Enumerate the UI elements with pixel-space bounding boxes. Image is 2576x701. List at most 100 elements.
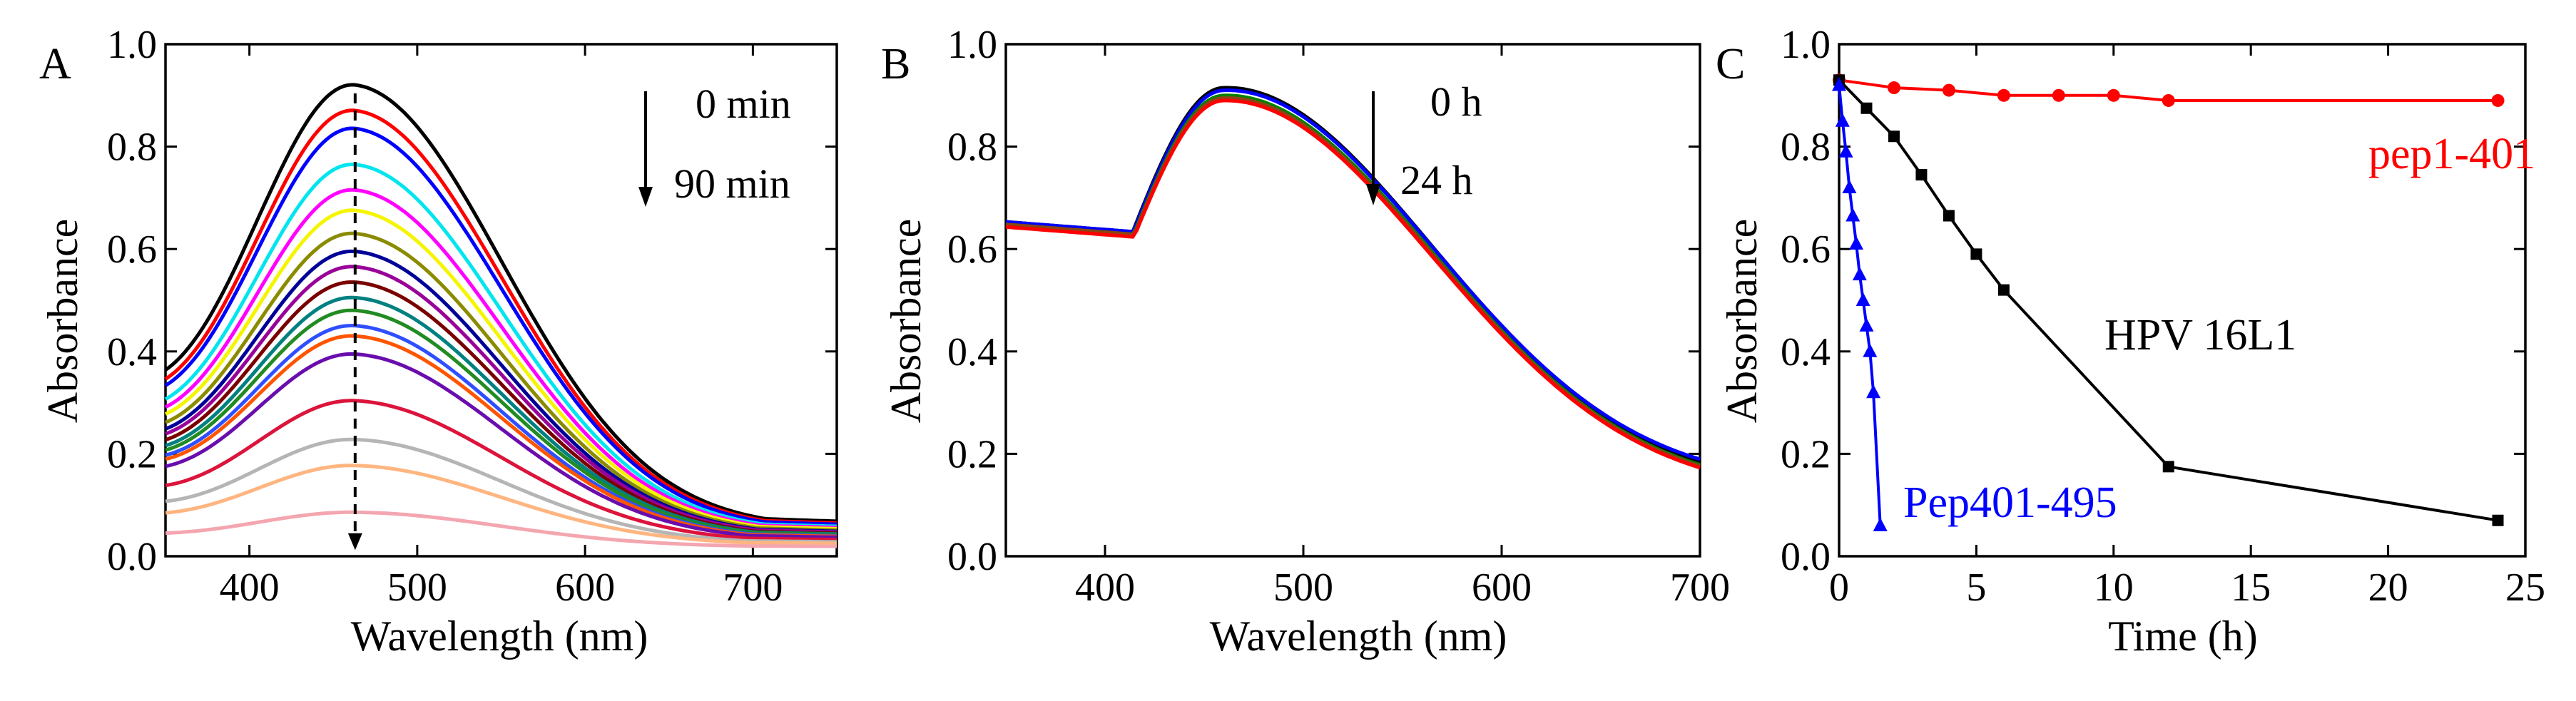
marker-triangle (1842, 180, 1857, 194)
spectrum-line-14 (165, 352, 838, 539)
y-tick-label: 0.6 (107, 227, 157, 272)
panel-c-xlabel: Time (h) (2108, 613, 2257, 660)
marker-triangle (1873, 517, 1888, 531)
marker-circle (2107, 88, 2120, 102)
marker-circle (2162, 93, 2175, 107)
spectrum-line-1 (1005, 88, 1701, 461)
spectrum-line-4 (164, 188, 838, 530)
panel-a-annot-end: 90 min (674, 160, 790, 207)
peak-arrowhead (347, 533, 362, 551)
series-line-0 (1838, 78, 2498, 102)
y-tick-label: 0.6 (947, 227, 997, 272)
y-tick-label: 0.8 (1781, 126, 1831, 170)
series-label-0: pep1-401 (2368, 130, 2535, 178)
x-tick-label: 700 (1670, 566, 1730, 610)
plot-frame (1004, 43, 1701, 558)
marker-circle (1997, 88, 2010, 102)
y-tick-label: 0.2 (1781, 432, 1831, 476)
marker-circle (2052, 88, 2065, 102)
spectrum-line-0 (1005, 86, 1701, 464)
panel-b-annot-end: 24 h (1400, 157, 1473, 203)
panel-b-letter: B (881, 40, 910, 88)
spectrum-line-2 (164, 126, 838, 526)
marker-square (1860, 102, 1873, 114)
spectrum-line-0 (164, 83, 838, 523)
spectrum-line-4 (1005, 98, 1701, 470)
marker-triangle (1835, 113, 1850, 127)
x-tick-label: 600 (555, 566, 615, 610)
marker-triangle (1863, 343, 1878, 357)
marker-triangle (1838, 143, 1853, 158)
x-tick-label: 500 (1273, 566, 1333, 610)
x-tick-label: 400 (1075, 566, 1135, 610)
x-tick-label: 0 (1829, 566, 1849, 610)
marker-triangle (1855, 292, 1870, 306)
x-tick-label: 20 (2368, 566, 2408, 610)
y-tick-label: 0.4 (107, 330, 157, 374)
series-label-2: Pep401-495 (1903, 479, 2117, 527)
panel-b-xlabel: Wavelength (nm) (1210, 613, 1507, 660)
panel-c-ylabel: Absorbance (1719, 219, 1766, 424)
spectrum-line-18 (165, 510, 837, 548)
x-tick-label: 5 (1966, 566, 1986, 610)
marker-triangle (1832, 77, 1846, 91)
marker-square (1997, 284, 2010, 296)
panel-b: B Absorbance Wavelength (nm) 0 h 24 h 0.… (881, 23, 1730, 660)
spectrum-line-15 (165, 399, 838, 542)
marker-circle (1887, 81, 1900, 95)
spectrum-line-3 (164, 162, 838, 528)
y-tick-label: 0.8 (107, 126, 157, 170)
x-tick-label: 10 (2094, 566, 2134, 610)
marker-circle (1942, 83, 1955, 97)
panel-a-annot-start: 0 min (696, 81, 791, 127)
panel-b-annot-start: 0 h (1430, 78, 1482, 125)
x-tick-label: 500 (387, 566, 447, 610)
y-tick-label: 1.0 (107, 23, 157, 67)
spectrum-line-11 (165, 308, 838, 537)
plot-frame (1838, 43, 2527, 558)
y-tick-label: 0.0 (947, 535, 997, 579)
y-tick-label: 0.0 (1781, 535, 1831, 579)
y-tick-label: 0.6 (1781, 227, 1831, 272)
y-tick-label: 0.8 (947, 126, 997, 170)
panel-c-letter: C (1716, 40, 1745, 88)
marker-triangle (1866, 384, 1881, 399)
panel-a-xlabel: Wavelength (nm) (351, 613, 648, 660)
marker-triangle (1849, 236, 1864, 250)
panel-c: C Absorbance Time (h) 0.0 0.2 0.4 0.6 0.8 1.0… (1716, 23, 2545, 660)
marker-square (1915, 169, 1928, 181)
marker-square (1970, 248, 1982, 260)
panel-a-ylabel: Absorbance (39, 219, 86, 424)
y-tick-label: 0.2 (947, 432, 997, 476)
y-tick-label: 0.4 (1781, 330, 1831, 374)
x-tick-label: 25 (2505, 566, 2545, 610)
x-tick-label: 600 (1472, 566, 1532, 610)
marker-square (2492, 514, 2504, 526)
series-label-1: HPV 16L1 (2104, 311, 2296, 359)
y-tick-label: 0.4 (947, 330, 997, 374)
marker-triangle (1846, 208, 1860, 222)
marker-circle (2491, 93, 2505, 107)
plot-frame (164, 43, 838, 558)
y-tick-label: 0.2 (107, 432, 157, 476)
marker-square (1943, 210, 1955, 222)
spectrum-line-17 (165, 464, 838, 546)
time-arrowhead (638, 187, 653, 207)
x-tick-label: 700 (723, 566, 783, 610)
time-arrowhead (1366, 184, 1380, 205)
panel-a: A Absorbance Wavelength (nm) 0 min 90 mi… (39, 23, 838, 660)
y-tick-label: 1.0 (947, 23, 997, 67)
marker-square (2162, 461, 2174, 473)
marker-square (1888, 131, 1900, 143)
panel-a-letter: A (39, 40, 71, 88)
y-tick-label: 1.0 (1781, 23, 1831, 67)
spectrum-line-5 (164, 208, 838, 531)
x-tick-label: 400 (220, 566, 280, 610)
marker-triangle (1852, 267, 1867, 281)
y-tick-label: 0.0 (107, 535, 157, 579)
spectrum-line-16 (165, 437, 837, 544)
panel-b-ylabel: Absorbance (882, 219, 930, 424)
x-tick-label: 15 (2231, 566, 2271, 610)
marker-triangle (1859, 317, 1874, 332)
